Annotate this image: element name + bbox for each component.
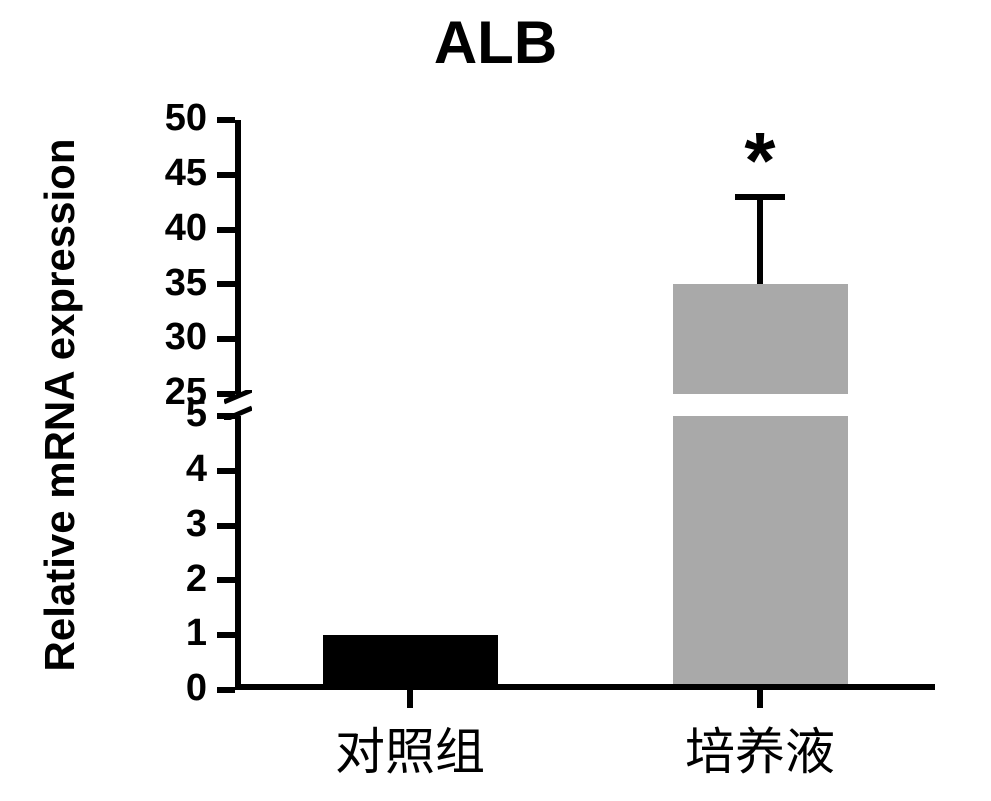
y-tick bbox=[217, 172, 235, 178]
y-tick bbox=[217, 468, 235, 474]
y-tick-label: 40 bbox=[122, 207, 207, 250]
y-tick-label: 30 bbox=[122, 316, 207, 359]
y-tick-label: 25 bbox=[122, 371, 207, 414]
x-tick bbox=[757, 690, 763, 708]
y-tick-label: 0 bbox=[122, 667, 207, 710]
y-tick-label: 2 bbox=[122, 558, 207, 601]
y-tick bbox=[217, 227, 235, 233]
y-tick-label: 3 bbox=[122, 503, 207, 546]
y-tick-label: 45 bbox=[122, 152, 207, 195]
plot-area: 012345253035404550* bbox=[235, 120, 935, 690]
y-tick bbox=[217, 523, 235, 529]
y-tick-label: 1 bbox=[122, 612, 207, 655]
x-axis-line bbox=[235, 684, 935, 690]
y-tick bbox=[217, 336, 235, 342]
error-bar-line bbox=[757, 197, 763, 285]
y-tick-label: 4 bbox=[122, 448, 207, 491]
y-tick bbox=[217, 687, 235, 693]
y-tick-label: 50 bbox=[122, 97, 207, 140]
x-category-label: 对照组 bbox=[235, 712, 585, 784]
chart-title: ALB bbox=[0, 8, 991, 77]
bar bbox=[323, 635, 498, 684]
y-tick bbox=[217, 632, 235, 638]
y-tick bbox=[217, 577, 235, 583]
bar-lower bbox=[673, 416, 848, 684]
bar-upper bbox=[673, 284, 848, 394]
y-axis-label: Relative mRNA expression bbox=[35, 105, 85, 705]
x-tick bbox=[407, 690, 413, 708]
y-tick bbox=[217, 281, 235, 287]
significance-marker: * bbox=[710, 121, 810, 201]
axis-break-icon bbox=[224, 390, 252, 420]
x-category-label: 培养液 bbox=[585, 712, 935, 784]
y-axis-line-lower bbox=[235, 416, 241, 690]
y-axis-line-upper bbox=[235, 120, 241, 394]
y-tick bbox=[217, 117, 235, 123]
y-tick-label: 35 bbox=[122, 262, 207, 305]
